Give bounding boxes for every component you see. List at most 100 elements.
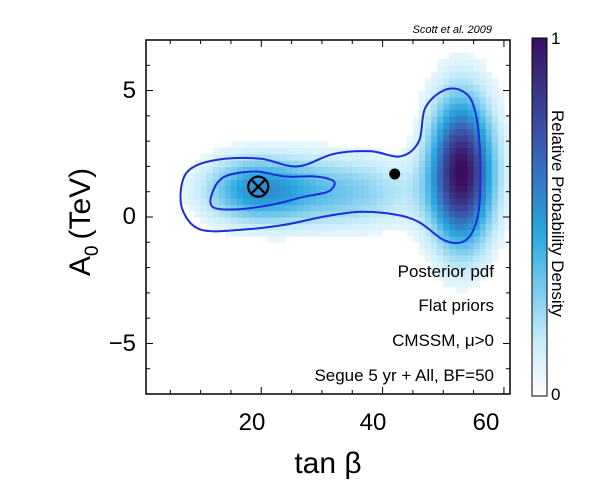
density-cell [449, 147, 456, 155]
density-cell [479, 273, 487, 281]
density-cell [279, 204, 287, 212]
density-cell [218, 191, 226, 199]
density-cell [461, 90, 469, 98]
density-cell [340, 179, 347, 186]
density-cell [485, 198, 493, 205]
density-cell [485, 223, 493, 231]
density-cell [279, 153, 287, 161]
density-cell [485, 147, 493, 155]
x-axis-label: tan β [294, 447, 361, 480]
density-cell [400, 147, 408, 155]
density-cell [279, 229, 287, 237]
density-cell [473, 273, 481, 281]
density-cell [425, 242, 432, 250]
density-cell [455, 286, 463, 294]
density-cell [315, 191, 323, 199]
density-cell [370, 229, 378, 237]
density-cell [485, 160, 493, 168]
density-cell [449, 248, 456, 256]
density-cell [473, 71, 481, 79]
density-cell [449, 273, 456, 281]
density-cell [334, 147, 341, 155]
density-cell [340, 160, 347, 168]
density-cell [249, 147, 256, 155]
y-tick-label: −5 [109, 330, 136, 357]
density-cell [206, 179, 214, 186]
density-cell [352, 172, 359, 180]
density-cell [255, 166, 262, 174]
density-cell [194, 160, 202, 168]
density-cell [309, 160, 317, 168]
density-cell [431, 147, 438, 155]
density-cell [315, 204, 323, 212]
density-cell [206, 172, 214, 180]
density-cell [382, 166, 390, 174]
density-cell [237, 198, 244, 205]
density-cell [400, 160, 408, 168]
density-cell [206, 223, 214, 231]
density-cell [455, 242, 463, 250]
density-cell [461, 166, 469, 174]
density-cell [503, 179, 510, 186]
density-cell [455, 198, 463, 205]
density-cell [243, 223, 250, 231]
density-cell [309, 204, 317, 212]
density-cell [273, 235, 281, 243]
density-cell [406, 223, 414, 231]
density-cell [437, 185, 444, 193]
density-cell [443, 172, 450, 180]
density-cell [491, 84, 499, 92]
density-cell [279, 210, 287, 218]
density-cell [467, 198, 475, 205]
density-cell [479, 141, 487, 149]
density-cell [491, 115, 499, 123]
density-cell [237, 141, 244, 149]
density-cell [479, 115, 487, 123]
density-cell [237, 160, 244, 168]
density-cell [473, 179, 481, 186]
density-cell [419, 134, 426, 142]
density-cell [328, 229, 335, 237]
density-cell [431, 109, 438, 117]
density-cell [285, 153, 293, 161]
density-cell [273, 185, 281, 193]
density-cell [261, 153, 268, 161]
density-cell [491, 160, 499, 168]
density-cell [334, 153, 341, 161]
density-cell [285, 223, 293, 231]
density-cell [224, 147, 232, 155]
density-cell [321, 179, 329, 186]
density-cell [425, 147, 432, 155]
density-cell [412, 185, 420, 193]
density-cell [473, 134, 481, 142]
density-cell [321, 217, 329, 224]
density-cell [455, 267, 463, 275]
density-cell [491, 122, 499, 130]
density-cell [449, 160, 456, 168]
density-cell [461, 242, 469, 250]
density-cell [491, 77, 499, 85]
density-cell [437, 96, 444, 104]
density-cell [479, 109, 487, 117]
density-cell [455, 115, 463, 123]
density-cell [255, 147, 262, 155]
density-cell [503, 153, 510, 161]
density-cell [449, 96, 456, 104]
density-cell [497, 115, 505, 123]
density-cell [412, 198, 420, 205]
density-cell [400, 217, 408, 224]
density-cell [224, 185, 232, 193]
density-cell [267, 185, 274, 193]
density-cell [419, 109, 426, 117]
density-cell [485, 128, 493, 136]
density-cell [291, 179, 299, 186]
density-cell [261, 166, 268, 174]
x-tick-label: 40 [360, 409, 387, 436]
density-cell [412, 229, 420, 237]
density-cell [206, 191, 214, 199]
outer-contour [179, 87, 482, 245]
density-cell [309, 153, 317, 161]
density-cell [467, 109, 475, 117]
density-cell [188, 179, 196, 186]
density-cell [261, 172, 268, 180]
